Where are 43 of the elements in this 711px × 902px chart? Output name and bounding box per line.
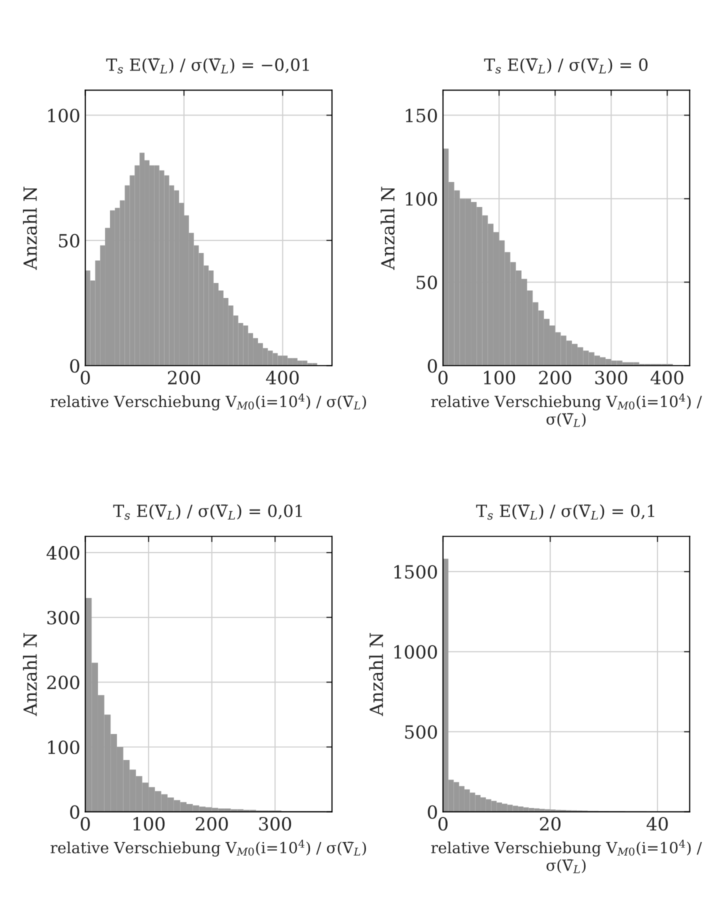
x-tick-label: 100	[134, 816, 165, 831]
x-tick-label: 20	[540, 816, 561, 831]
y-tick-label: 0	[70, 805, 80, 819]
y-tick-label: 200	[47, 676, 80, 690]
x-tick-label: 100	[484, 370, 516, 384]
x-tick-label: 200	[196, 816, 228, 831]
y-tick-label: 100	[406, 192, 437, 206]
x-tick-label: 0	[438, 816, 448, 831]
x-tick-label: 0	[80, 370, 90, 384]
x-tick-label: 200	[168, 370, 200, 384]
x-axis-title: relative Verschiebung V$_{M0}$(i=10$^{4}$) / σ(V̄$_{L}$)	[50, 840, 366, 857]
x-tick-label: 0	[80, 816, 90, 831]
chart-title: T$_{s}$ E(V̄̄$_{L}$) / σ(V̄$_{L}$) = −0,01	[106, 58, 309, 74]
chart-title: T$_{s}$ E(V̄̄$_{L}$) / σ(V̄$_{L}$) = 0	[484, 58, 648, 74]
y-tick-label: 1500	[394, 565, 437, 579]
x-axis-title: relative Verschiebung V$_{M0}$(i=10$^{4}$) / σ(V̄$_{L}$)	[50, 394, 366, 410]
chart-title: T$_{s}$ E(V̄̄$_{L}$) / σ(V̄$_{L}$) = 0,01	[113, 504, 302, 520]
x-tick-label: 40	[646, 816, 668, 831]
y-tick-label: 100	[48, 108, 80, 122]
text: relative Verschiebung V$_{M0}$(i=10$^{4}$) / σ(V̄$_{L}$)	[431, 394, 702, 427]
x-tick-label: 400	[650, 370, 684, 384]
y-tick-label: 0	[428, 359, 437, 373]
y-tick-label: 500	[405, 725, 437, 739]
y-tick-label: 0	[428, 805, 437, 819]
y-tick-label: 150	[406, 108, 437, 122]
chart-title: T$_{s}$ E(V̄̄$_{L}$) / σ(V̄$_{L}$) = 0,1	[476, 504, 654, 520]
text: relative Verschiebung V$_{M0}$(i=10$^{4}$) / σ(V̄$_{L}$)	[431, 840, 702, 874]
y-tick-label: 50	[59, 234, 80, 248]
x-tick-label: 400	[266, 370, 299, 384]
x-tick-label: 200	[539, 370, 572, 384]
y-tick-label: 400	[46, 546, 80, 560]
y-tick-label: 0	[70, 359, 80, 373]
y-tick-label: 1000	[394, 645, 437, 659]
x-tick-label: 300	[259, 816, 292, 831]
y-axis-title: Anzahl N	[380, 186, 395, 270]
y-tick-label: 100	[48, 740, 80, 754]
x-tick-label: 300	[595, 370, 628, 384]
x-tick-label: 0	[438, 370, 448, 384]
y-tick-label: 50	[416, 276, 437, 290]
y-tick-label: 300	[47, 610, 80, 624]
y-axis-title: Anzahl N	[22, 186, 37, 270]
y-axis-title: Anzahl N	[369, 632, 384, 716]
y-axis-title: Anzahl N	[22, 632, 37, 716]
